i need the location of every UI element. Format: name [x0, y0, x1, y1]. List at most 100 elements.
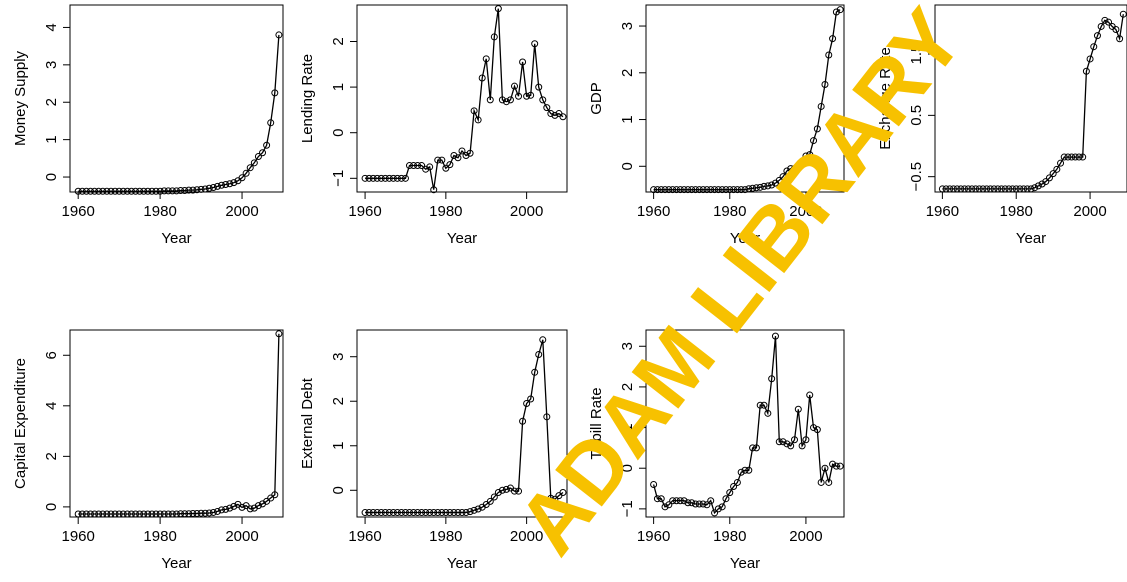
data-point [218, 181, 226, 189]
x-tick-label: 1980 [429, 203, 462, 220]
data-point [218, 506, 226, 514]
data-point [434, 509, 442, 517]
data-point [527, 91, 535, 99]
data-point [783, 440, 791, 448]
data-point [506, 96, 514, 104]
data-point [531, 40, 539, 48]
data-point [377, 174, 385, 182]
data-point [156, 187, 164, 195]
data-point [650, 480, 658, 488]
x-axis-label: Year [447, 230, 477, 247]
data-point [82, 510, 90, 518]
data-point [535, 350, 543, 358]
plot-frame [645, 329, 845, 518]
data-point [213, 182, 221, 190]
data-point [107, 510, 115, 518]
series-line [78, 34, 280, 192]
data-point [756, 401, 764, 409]
data-point [438, 156, 446, 164]
y-tick-label: 0.5 [908, 105, 925, 126]
data-point [836, 462, 844, 470]
y-axis-label: T−bill Rate [588, 387, 605, 459]
data-point [1057, 159, 1065, 167]
data-point [502, 98, 510, 106]
data-point [490, 33, 498, 41]
plot-frame [69, 329, 284, 518]
data-point [230, 502, 238, 510]
data-point [450, 509, 458, 517]
data-point [144, 510, 152, 518]
data-point [127, 187, 135, 195]
data-point [661, 503, 669, 511]
x-tick-label: 1960 [348, 528, 381, 545]
x-tick-label: 1960 [348, 203, 381, 220]
x-tick-label: 1960 [637, 528, 670, 545]
data-point [95, 510, 103, 518]
data-point [806, 151, 814, 159]
data-point [983, 185, 991, 193]
chart-panel: 1960 1980 2000 Year −0.5 0.5 1.5 Exchange Rate [877, 4, 1127, 247]
data-point [127, 510, 135, 518]
data-point [1101, 16, 1109, 24]
data-point [254, 502, 262, 510]
data-point [650, 186, 658, 194]
y-tick-label: 3 [619, 342, 636, 350]
data-point [494, 5, 502, 13]
data-point [486, 497, 494, 505]
data-point [1023, 185, 1031, 193]
data-point [267, 119, 275, 127]
data-point [271, 491, 279, 499]
data-point [226, 504, 234, 512]
data-point [222, 181, 230, 189]
data-point [695, 186, 703, 194]
plot-frame [356, 329, 568, 518]
data-point [946, 185, 954, 193]
y-tick-label: 0 [330, 129, 347, 137]
data-point [1042, 178, 1050, 186]
data-point [144, 187, 152, 195]
data-point [539, 96, 547, 104]
data-point [254, 152, 262, 160]
data-point [964, 185, 972, 193]
x-tick-label: 1960 [62, 203, 95, 220]
data-point [953, 185, 961, 193]
data-point [511, 487, 518, 495]
data-point [242, 169, 250, 177]
data-point [123, 510, 131, 518]
data-point [434, 156, 442, 164]
y-tick-label: 1.5 [908, 44, 925, 65]
y-tick-label: 1 [330, 83, 347, 91]
data-point [737, 468, 745, 476]
data-point [730, 186, 738, 194]
y-tick-label: −0.5 [908, 162, 925, 192]
data-point [361, 174, 369, 182]
data-point [442, 509, 450, 517]
data-point [749, 444, 757, 452]
data-point [997, 185, 1005, 193]
data-point [798, 442, 806, 450]
data-point [559, 489, 567, 497]
data-point [246, 164, 254, 172]
data-point [749, 184, 757, 192]
y-tick-label: 2 [619, 69, 636, 77]
data-point [238, 503, 246, 511]
data-point [373, 174, 381, 182]
data-point [714, 186, 722, 194]
data-point [201, 185, 209, 193]
data-point [551, 111, 559, 119]
data-point [470, 107, 478, 115]
data-point [798, 160, 806, 168]
data-point [829, 35, 837, 43]
data-point [942, 185, 950, 193]
data-point [802, 436, 810, 444]
data-point [422, 509, 430, 517]
data-point [515, 487, 523, 495]
data-point [454, 154, 462, 162]
data-point [140, 510, 148, 518]
y-tick-label: 2 [330, 37, 347, 45]
series-line [78, 333, 280, 515]
data-point [775, 176, 783, 184]
data-point [406, 162, 413, 170]
data-point [707, 497, 715, 505]
x-axis-label: Year [161, 555, 191, 572]
